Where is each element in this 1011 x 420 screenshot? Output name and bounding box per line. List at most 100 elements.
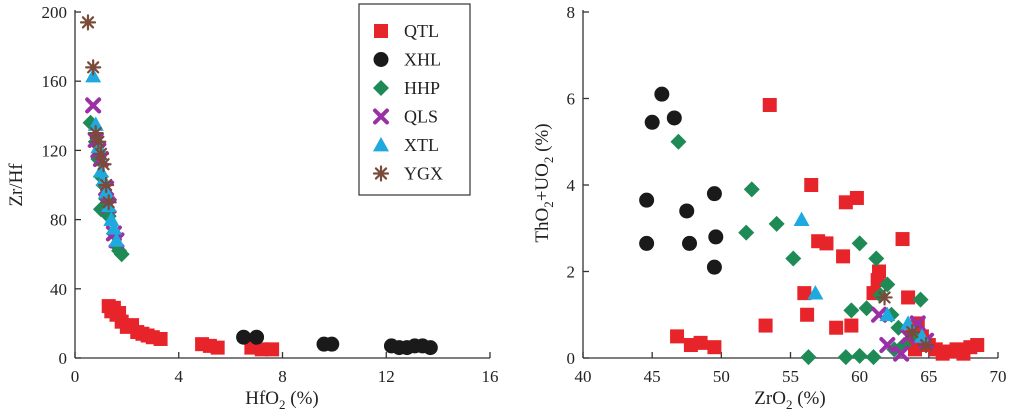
right-point-qtl — [800, 307, 815, 322]
left-y-tick-label: 160 — [42, 72, 68, 91]
left-point-ygx — [90, 133, 107, 150]
left-x-tick-label: 12 — [378, 367, 395, 386]
right-x-tick-label: 70 — [990, 367, 1007, 386]
right-x-tick-label: 65 — [920, 367, 937, 386]
right-y-tick-label: 4 — [567, 176, 576, 195]
right-point-hhp — [670, 133, 687, 150]
right-point-hhp — [843, 302, 860, 319]
right-point-xtl — [807, 285, 824, 300]
legend-marker-ygx — [372, 165, 390, 182]
right-point-xhl — [654, 86, 670, 102]
left-x-tick-label: 0 — [71, 367, 80, 386]
right-point-qtl — [758, 318, 773, 333]
right-point-hhp — [785, 250, 802, 267]
right-point-hhp — [738, 224, 755, 241]
right-x-tick-label: 50 — [713, 367, 730, 386]
right-point-qtl — [693, 335, 708, 350]
left-data-points — [79, 14, 438, 357]
legend-label-xtl: XTL — [404, 135, 439, 155]
right-y-tick-label: 6 — [567, 90, 576, 109]
right-y-axis-label: ThO2+UO2 (%) — [532, 123, 556, 242]
legend-label-xhl: XHL — [404, 50, 441, 70]
left-y-tick-label: 40 — [50, 280, 67, 299]
right-point-ygx — [917, 336, 935, 354]
left-point-xhl — [422, 340, 438, 356]
right-point-qtl — [707, 340, 722, 355]
left-point-xtl — [105, 220, 122, 235]
right-point-qls — [893, 345, 910, 362]
right-point-hhp — [912, 291, 929, 308]
left-y-tick-label: 0 — [59, 349, 68, 368]
legend-marker-qls — [373, 108, 389, 125]
right-point-qtl — [901, 290, 916, 305]
right-data-points — [639, 86, 985, 366]
right-point-qtl — [670, 329, 685, 344]
right-point-xhl — [679, 203, 695, 219]
right-point-hhp — [851, 235, 868, 252]
right-y-tick-label: 2 — [567, 263, 576, 282]
left-point-hhp — [113, 246, 130, 263]
right-point-qls — [879, 337, 896, 354]
right-point-hhp — [800, 349, 817, 366]
right-point-qtl — [838, 195, 853, 210]
right-point-hhp — [879, 276, 896, 293]
right-chart: 40 45 50 55 60 65 70 0 2 4 6 8 ZrO2 (%) ThO2+UO2 (%… — [532, 3, 1007, 412]
left-point-ygx — [95, 156, 112, 173]
right-point-hhp — [743, 181, 760, 198]
right-tick-labels: 40 45 50 55 60 65 70 0 2 4 6 8 — [567, 3, 1007, 386]
right-point-qtl — [970, 338, 985, 353]
left-point-qtl — [210, 340, 225, 355]
right-point-ygx — [904, 323, 921, 341]
left-y-tick-label: 200 — [42, 3, 68, 22]
right-x-tick-label: 45 — [644, 367, 661, 386]
right-x-axis-label: ZrO2 (%) — [754, 388, 825, 412]
right-point-xhl — [706, 186, 722, 202]
right-x-tick-label: 40 — [575, 367, 592, 386]
right-point-qtl — [849, 190, 864, 205]
legend-label-qtl: QTL — [404, 21, 439, 41]
right-point-hhp — [851, 347, 868, 364]
right-y-tick-label: 8 — [567, 3, 576, 22]
left-x-tick-label: 4 — [175, 367, 184, 386]
legend-marker-hhp — [373, 80, 389, 96]
left-point-qtl — [153, 331, 168, 346]
left-point-xtl — [87, 116, 104, 131]
left-ticks — [74, 11, 491, 359]
right-point-hhp — [837, 349, 854, 366]
left-point-xhl — [324, 336, 340, 352]
left-x-tick-label: 8 — [278, 367, 287, 386]
left-point-ygx — [92, 145, 110, 162]
right-point-qtl — [819, 236, 834, 251]
left-y-tick-label: 120 — [42, 141, 68, 160]
right-point-xtl — [879, 306, 896, 322]
right-point-xhl — [639, 235, 655, 251]
right-point-xhl — [682, 235, 698, 251]
left-y-tick-label: 80 — [50, 211, 67, 230]
left-point-xtl — [92, 163, 109, 178]
left-point-ygx — [85, 59, 102, 76]
right-point-qtl — [829, 320, 844, 335]
left-point-ygx — [98, 176, 115, 194]
legend-marker-qtl — [374, 24, 388, 38]
right-point-hhp — [868, 250, 885, 267]
left-x-tick-label: 16 — [482, 367, 499, 386]
legend-label-hhp: HHP — [404, 78, 440, 98]
right-point-xhl — [706, 259, 722, 275]
right-point-hhp — [865, 349, 882, 366]
right-point-qtl — [844, 318, 859, 333]
right-x-tick-label: 60 — [851, 367, 868, 386]
right-point-xhl — [639, 192, 655, 208]
right-point-qtl — [762, 97, 777, 112]
right-x-tick-label: 55 — [782, 367, 799, 386]
legend-marker-xhl — [373, 52, 389, 67]
left-point-xtl — [108, 232, 125, 247]
right-ticks — [582, 11, 999, 359]
legend-label-ygx: YGX — [404, 164, 443, 184]
right-point-ygx — [876, 289, 893, 306]
left-point-ygx — [79, 14, 97, 31]
right-point-xhl — [644, 114, 660, 130]
legend: QTL XHL HHP QLS XTL YGX — [372, 21, 443, 184]
left-point-qtl — [265, 342, 280, 357]
right-point-xtl — [793, 211, 810, 226]
